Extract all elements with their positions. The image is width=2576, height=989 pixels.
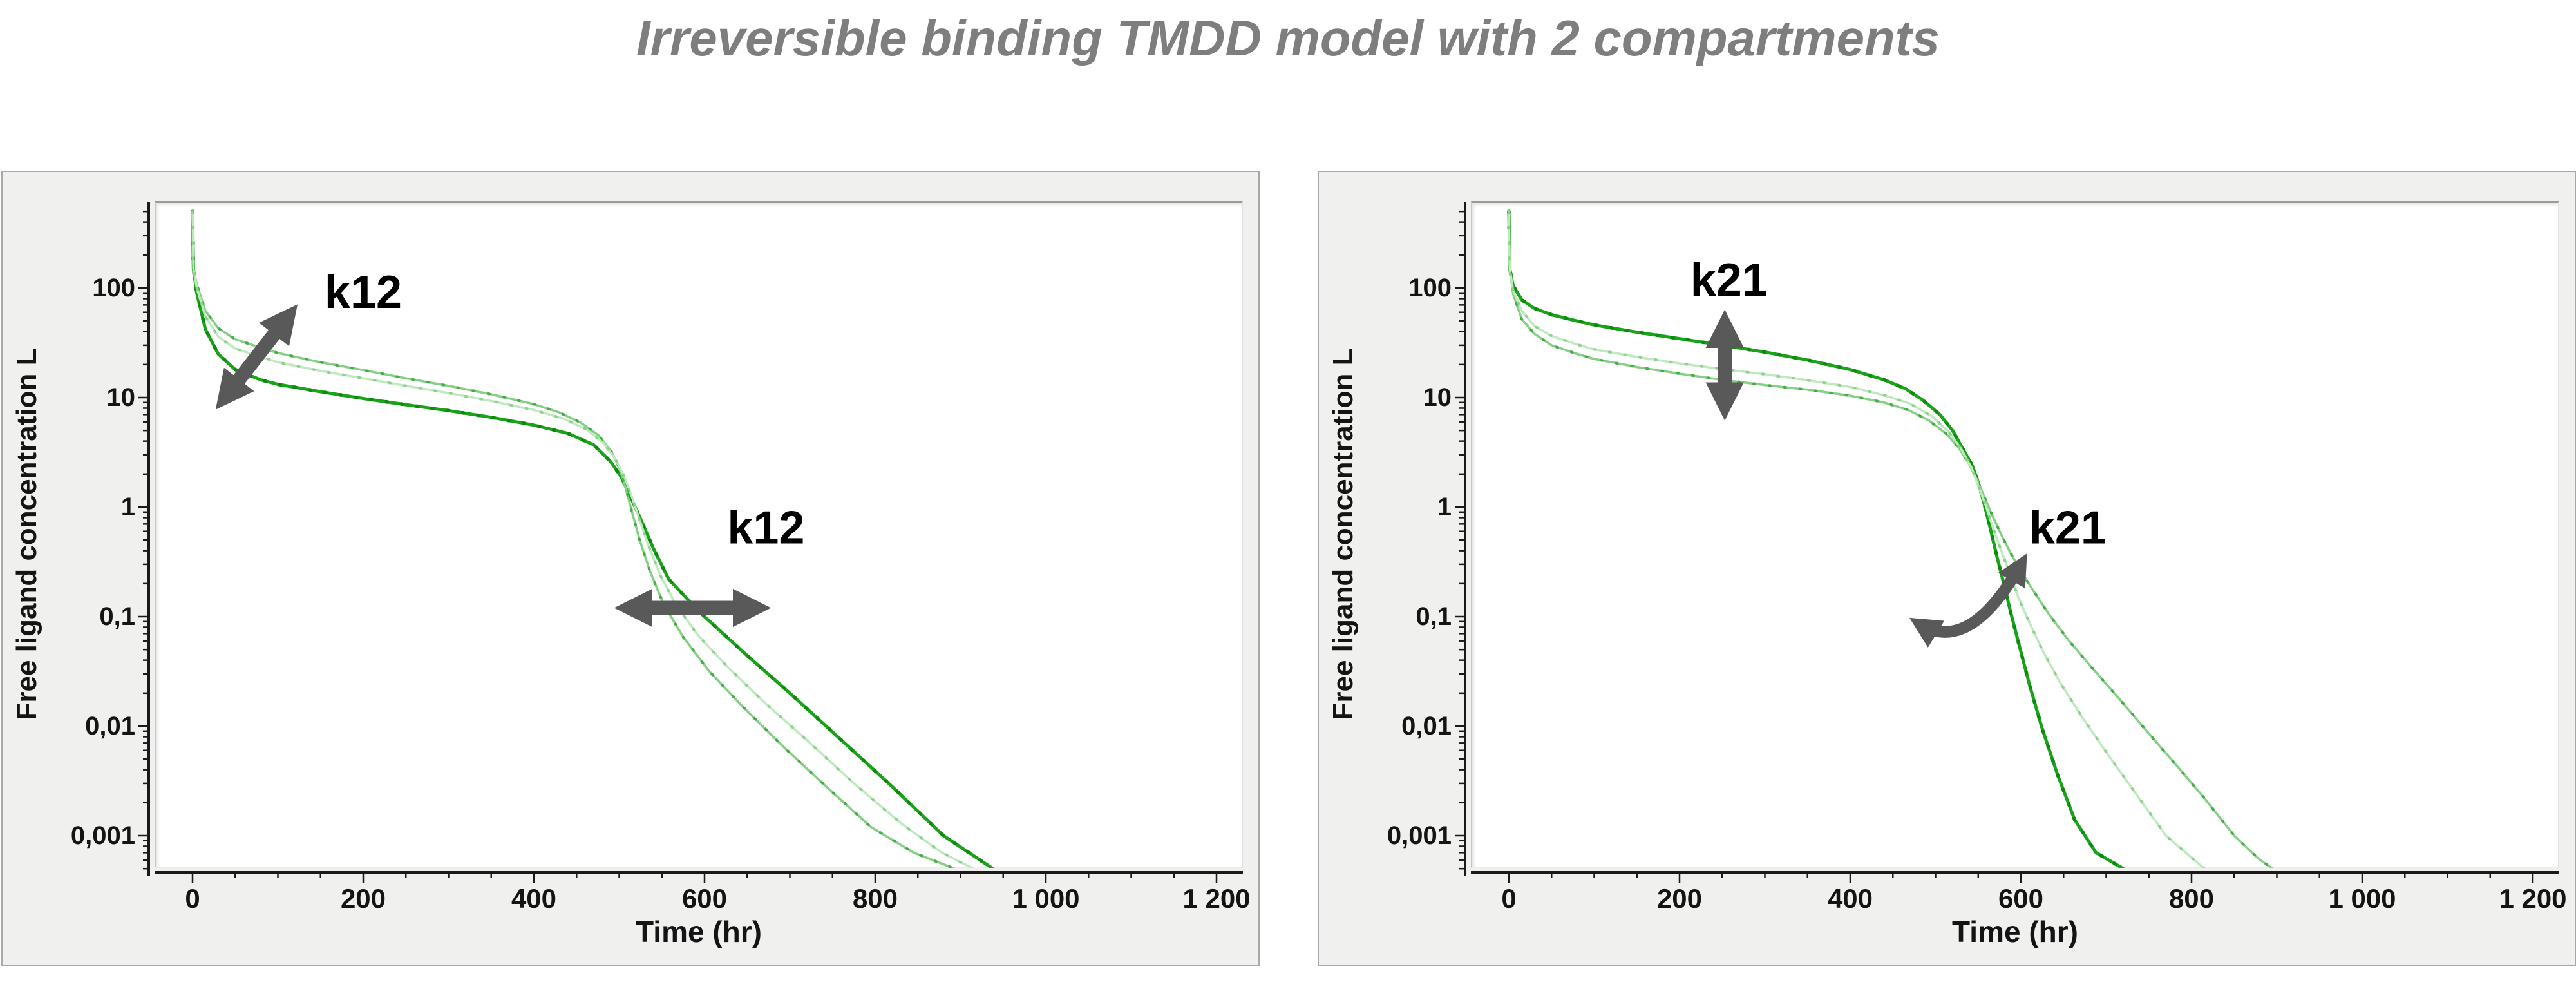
- right-plot-area: [1471, 201, 2559, 868]
- x-tick-label: 1 200: [1182, 883, 1251, 914]
- y-tick-label: 10: [106, 383, 136, 412]
- left-plot-area: [155, 201, 1243, 868]
- x-tick-label: 1 000: [2328, 883, 2396, 914]
- k12-distribution-arrow: [215, 304, 298, 410]
- page-title: Irreversible binding TMDD model with 2 c…: [636, 10, 1940, 66]
- y-tick-label: 100: [92, 274, 135, 302]
- x-tick-label: 600: [681, 883, 728, 914]
- k12-distribution-label: k12: [325, 267, 402, 318]
- x-tick-label: 800: [852, 883, 898, 914]
- x-tick-label: 200: [340, 883, 386, 914]
- y-tick-label: 1: [120, 493, 135, 521]
- light-green-curve-dots: [191, 210, 956, 868]
- left-chart-canvas: k12 k12: [138, 202, 1243, 883]
- left-chart-panel: Free ligand concentration L 100 10 1 0,1…: [1, 171, 1260, 966]
- y-tick-label: 0,001: [70, 821, 135, 850]
- x-tick-label: 400: [1827, 883, 1873, 914]
- light-green-curve: [1508, 210, 2274, 868]
- y-tick-label: 0,001: [1387, 821, 1452, 850]
- k21-terminal-label: k21: [2029, 503, 2107, 554]
- y-tick-label: 100: [1408, 274, 1452, 302]
- y-tick-label: 1: [1437, 493, 1452, 521]
- dark-green-curve-dots: [1507, 209, 2125, 868]
- x-axis-title: Time (hr): [1952, 915, 2078, 948]
- x-tick-label: 800: [2168, 883, 2215, 914]
- x-axis-title: Time (hr): [636, 915, 762, 948]
- x-tick-label: 200: [1656, 883, 1703, 914]
- pale-green-curve-dots: [191, 210, 975, 868]
- pale-green-curve: [191, 210, 974, 868]
- light-green-curve-dots: [1507, 210, 2274, 868]
- x-tick-label: 600: [1998, 883, 2044, 914]
- x-tick-label: 1 200: [2499, 883, 2567, 914]
- x-tick-label: 1 000: [1012, 883, 1080, 914]
- right-chart-panel: Free ligand concentration L 100 10 1 0,1…: [1318, 171, 2576, 966]
- k21-terminal-arrow: [1909, 553, 2027, 648]
- right-chart-canvas: k21 k21: [1455, 202, 2559, 883]
- dark-green-curve-dots: [191, 209, 995, 868]
- pale-green-curve-dots: [1507, 210, 2206, 868]
- y-tick-label: 0,1: [99, 602, 135, 631]
- y-tick-label: 0,01: [1401, 712, 1452, 740]
- x-tick-label: 0: [185, 883, 200, 914]
- x-tick-label: 400: [511, 883, 557, 914]
- y-tick-label: 0,1: [1416, 602, 1452, 631]
- k12-terminal-label: k12: [727, 503, 804, 554]
- k21-distribution-label: k21: [1690, 254, 1768, 306]
- y-tick-label: 0,01: [85, 712, 135, 740]
- y-tick-label: 10: [1423, 383, 1452, 412]
- x-tick-label: 0: [1501, 883, 1517, 914]
